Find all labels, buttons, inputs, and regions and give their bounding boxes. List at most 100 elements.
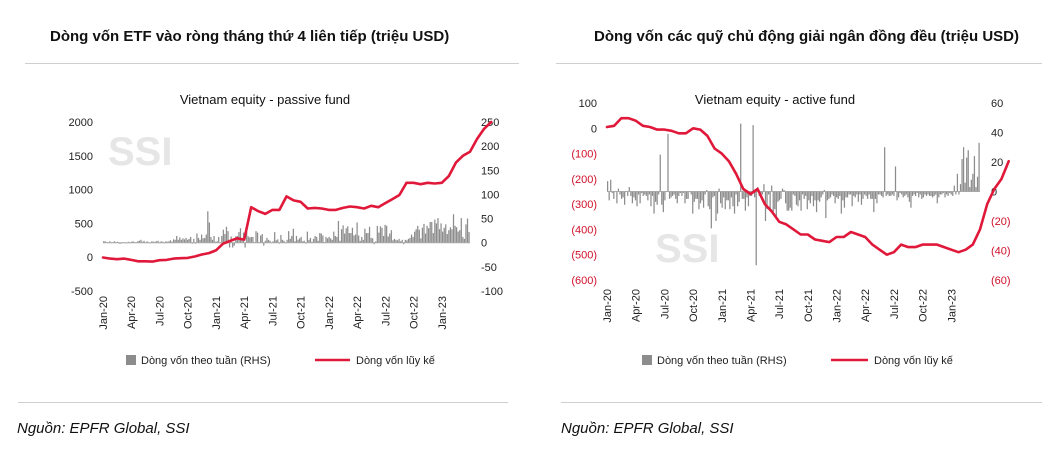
active-weekly-flow-bar [755, 191, 757, 266]
active-weekly-flow-bar [630, 191, 632, 196]
passive-weekly-flow-bar [297, 239, 299, 243]
active-cumulative-flow-line [605, 116, 1011, 256]
passive-weekly-flow-bar [398, 238, 400, 243]
active-weekly-flow-bar [808, 191, 810, 201]
passive-weekly-flow-bar [160, 241, 162, 243]
active-weekly-flow-bar [675, 191, 677, 199]
passive-weekly-flow-bar [451, 229, 453, 243]
passive-left-tick-label: 2000 [69, 117, 93, 129]
active-weekly-flow-bar [746, 191, 748, 198]
active-weekly-flow-bar [617, 188, 620, 192]
active-weekly-flow-bar [976, 176, 979, 192]
passive-weekly-flow-bar [457, 231, 459, 243]
active-x-tick-label: Jul-22 [889, 289, 901, 319]
active-weekly-flow-bar [681, 191, 683, 196]
active-legend-line-label: Dòng vốn lũy kế [874, 355, 953, 367]
active-weekly-flow-bar [891, 191, 894, 195]
active-weekly-flow-bar [611, 191, 613, 193]
passive-weekly-flow-bar [438, 229, 441, 243]
passive-weekly-flow-bar [328, 236, 330, 243]
active-weekly-flow-bar [701, 191, 703, 201]
passive-weekly-flow-bar [263, 242, 265, 246]
active-weekly-flow-bar [737, 191, 739, 207]
active-x-tick-label: Jul-21 [774, 289, 786, 319]
active-x-tick-label: Jan-21 [717, 289, 729, 323]
active-weekly-flow-bar [766, 191, 768, 210]
passive-weekly-flow-bar [372, 238, 374, 243]
passive-weekly-flow-bar [342, 225, 344, 243]
active-weekly-flow-bar [695, 191, 697, 199]
active-weekly-flow-bar [859, 191, 861, 195]
active-weekly-flow-bar [706, 190, 708, 192]
passive-weekly-flow-bar [228, 242, 231, 248]
passive-x-tick-label: Jul-22 [380, 296, 392, 326]
active-weekly-flow-bar [826, 191, 829, 201]
active-weekly-flow-bar [848, 191, 850, 195]
active-weekly-flow-bar [802, 191, 804, 195]
active-weekly-flow-bar [949, 191, 951, 193]
passive-weekly-flow-bar [421, 227, 424, 243]
passive-weekly-flow-bar [188, 238, 190, 243]
active-weekly-flow-bar [961, 159, 963, 192]
passive-weekly-flow-bar [308, 239, 310, 243]
active-weekly-flow-bar [854, 191, 856, 198]
active-weekly-flow-bar [908, 191, 911, 202]
active-weekly-flow-bar [707, 191, 709, 207]
passive-weekly-flow-bar [415, 229, 417, 243]
active-weekly-flow-bar [919, 191, 921, 195]
active-weekly-flow-bar [774, 191, 776, 210]
active-weekly-flow-bar [953, 185, 955, 192]
passive-weekly-flow-bar [180, 239, 182, 243]
passive-weekly-flow-bar [255, 231, 257, 243]
active-weekly-flow-bar [772, 191, 774, 213]
passive-weekly-flow-bar [384, 224, 386, 243]
passive-x-tick-label: Oct-21 [296, 296, 308, 329]
active-weekly-flow-bar [622, 191, 624, 198]
passive-weekly-flow-bar [289, 238, 291, 243]
passive-weekly-flow-bar [429, 221, 431, 243]
active-weekly-flow-bar [795, 191, 798, 205]
active-weekly-flow-bar [975, 187, 977, 192]
active-weekly-flow-bar [786, 191, 788, 211]
passive-weekly-flow-bar [185, 237, 187, 243]
active-weekly-flow-bar [709, 191, 711, 210]
active-weekly-flow-bar [896, 191, 898, 201]
active-weekly-flow-bar [679, 191, 681, 193]
active-x-tick-label: Apr-22 [860, 289, 872, 322]
passive-weekly-flow-bar [140, 239, 142, 243]
active-weekly-flow-bar [682, 191, 685, 193]
active-weekly-flow-bar [945, 191, 948, 195]
active-weekly-flow-bar [693, 191, 695, 202]
active-weekly-flow-bar [664, 191, 666, 201]
active-weekly-flow-bar [868, 191, 870, 195]
active-weekly-flow-bar [633, 191, 635, 198]
passive-weekly-flow-bar [267, 239, 270, 243]
passive-left-tick-label: 1000 [69, 185, 93, 197]
passive-weekly-flow-bar [392, 240, 394, 243]
passive-right-tick-label: 0 [481, 238, 487, 250]
active-weekly-flow-bar [969, 187, 971, 192]
active-weekly-flow-bar [913, 191, 915, 195]
active-weekly-flow-bar [846, 191, 849, 198]
passive-weekly-flow-bar [381, 227, 383, 243]
active-weekly-flow-bar [856, 191, 858, 195]
passive-right-tick-label: 100 [481, 189, 499, 201]
passive-weekly-flow-bar [400, 241, 402, 243]
active-weekly-flow-bar [925, 191, 928, 196]
active-weekly-flow-bar [769, 191, 771, 211]
active-weekly-flow-bar [870, 191, 872, 199]
active-weekly-flow-bar [933, 191, 935, 196]
active-weekly-flow-bar [905, 191, 907, 195]
passive-weekly-flow-bar [169, 240, 172, 243]
active-weekly-flow-bar [715, 191, 717, 221]
active-weekly-flow-bar [927, 191, 929, 195]
passive-weekly-flow-bar [274, 232, 276, 243]
passive-weekly-flow-bar [367, 233, 369, 243]
passive-weekly-flow-bar [345, 228, 347, 243]
active-weekly-flow-bar [676, 191, 678, 204]
active-weekly-flow-bar [901, 191, 903, 195]
passive-weekly-flow-bar [336, 236, 338, 243]
passive-weekly-flow-bar [256, 232, 259, 243]
left-panel-title: Dòng vốn ETF vào ròng tháng thứ 4 liên t… [50, 28, 450, 45]
passive-weekly-flow-bar [165, 241, 167, 243]
